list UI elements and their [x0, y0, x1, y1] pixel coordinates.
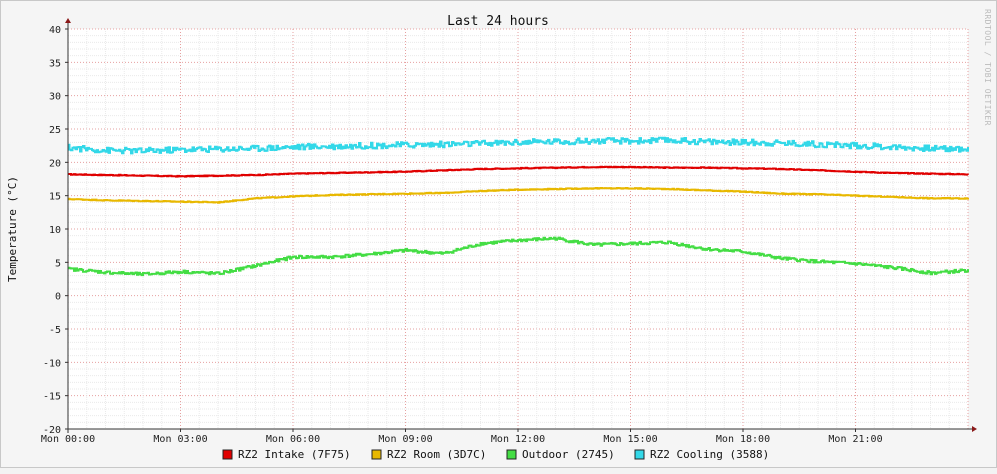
rrdtool-watermark: RRDTOOL / TOBI OETIKER	[983, 9, 992, 126]
y-tick-label: 15	[49, 192, 61, 203]
y-tick-label: -15	[43, 392, 61, 403]
legend-swatch-3	[506, 449, 517, 460]
grid	[67, 28, 969, 430]
legend-swatch-4	[634, 449, 645, 460]
legend-label-4: RZ2 Cooling (3588)	[650, 448, 769, 461]
y-tick-label: -5	[49, 325, 61, 336]
y-tick-label: -10	[43, 358, 61, 369]
series-line-1	[68, 165, 969, 178]
y-tick-label: -20	[43, 425, 61, 436]
legend-label-1: RZ2 Intake (7F75)	[238, 448, 351, 461]
series-lines	[68, 136, 969, 277]
y-tick-label: 40	[49, 25, 61, 36]
axes	[65, 18, 977, 433]
y-axis-arrow	[65, 18, 71, 23]
y-tick-label: 35	[49, 58, 61, 69]
x-axis-arrow	[972, 426, 977, 432]
x-tick-label: Mon 06:00	[266, 434, 320, 445]
series-line-4	[68, 136, 969, 155]
y-tick-label: 5	[55, 258, 61, 269]
x-tick-label: Mon 12:00	[491, 434, 545, 445]
legend: RZ2 Intake (7F75) RZ2 Room (3D7C) Outdoor …	[222, 448, 769, 461]
legend-swatch-2	[371, 449, 382, 460]
series-line-2	[68, 187, 969, 204]
legend-label-2: RZ2 Room (3D7C)	[387, 448, 486, 461]
legend-label-3: Outdoor (2745)	[522, 448, 615, 461]
x-tick-label: Mon 21:00	[828, 434, 882, 445]
y-tick-label: 25	[49, 125, 61, 136]
y-tick-label: 0	[55, 292, 61, 303]
x-tick-label: Mon 18:00	[716, 434, 770, 445]
series-line-3	[68, 236, 969, 277]
chart-title: Last 24 hours	[447, 14, 549, 29]
x-tick-label: Mon 09:00	[378, 434, 432, 445]
x-tick-label: Mon 15:00	[603, 434, 657, 445]
legend-swatch-1	[222, 449, 233, 460]
y-axis-label: Temperature (°C)	[6, 176, 19, 282]
x-tick-label: Mon 00:00	[41, 434, 95, 445]
y-tick-label: 30	[49, 92, 61, 103]
x-tick-label: Mon 03:00	[153, 434, 207, 445]
y-tick-label: 10	[49, 225, 61, 236]
y-tick-label: 20	[49, 158, 61, 169]
